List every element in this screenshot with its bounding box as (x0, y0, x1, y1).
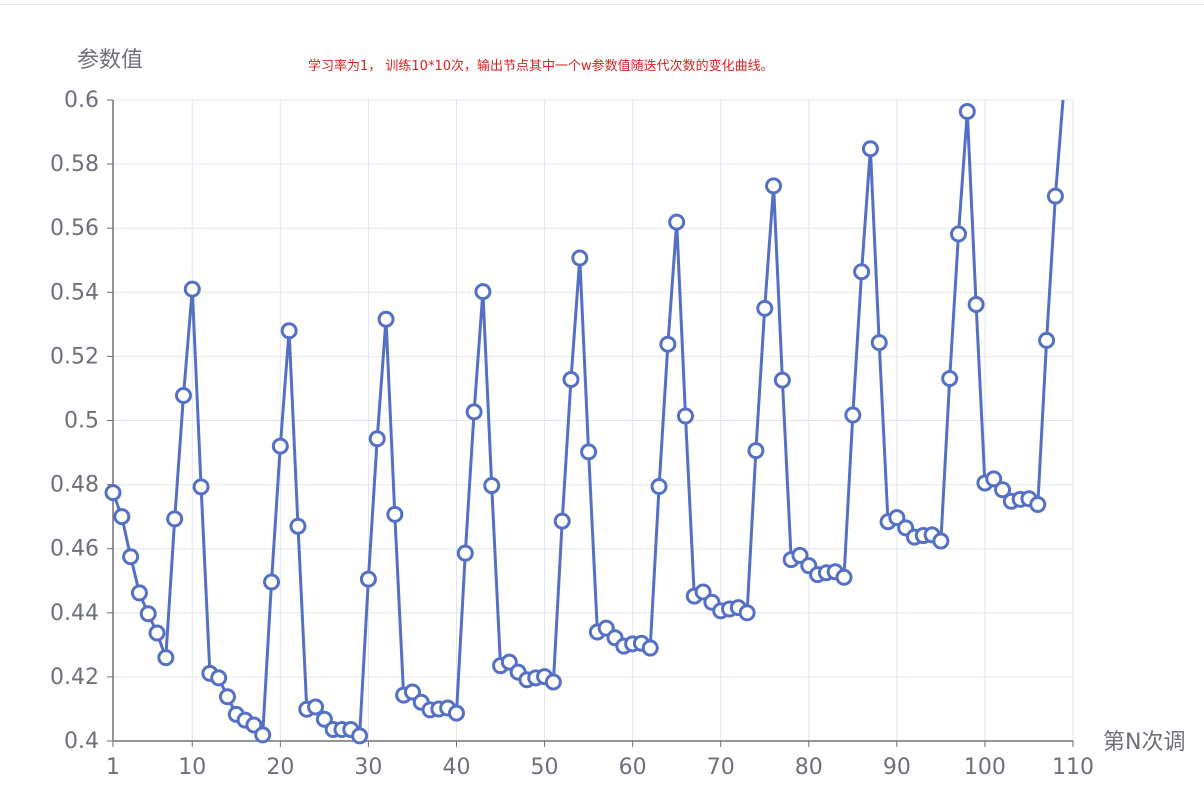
data-point (351, 727, 369, 745)
data-point (465, 403, 483, 421)
data-point (958, 103, 976, 121)
data-point (694, 583, 712, 601)
data-point (747, 442, 765, 460)
data-point (174, 387, 192, 405)
data-point (377, 310, 395, 328)
x-tick-label: 90 (883, 755, 911, 780)
data-point (932, 532, 950, 550)
data-point (307, 698, 325, 716)
data-point (280, 322, 298, 340)
data-point (888, 509, 906, 527)
data-point (985, 470, 1003, 488)
grid-lines (113, 99, 1074, 741)
data-point (844, 406, 862, 424)
y-tick-label: 0.52 (50, 344, 99, 369)
data-point (571, 249, 589, 267)
data-point (447, 704, 465, 722)
data-point (104, 484, 122, 502)
data-point (738, 604, 756, 622)
series-group (104, 100, 1065, 745)
y-tick-label: 0.58 (50, 152, 99, 177)
data-point (870, 334, 888, 352)
x-axis-label: 第N次调 (1103, 730, 1186, 755)
data-point (359, 570, 377, 588)
y-tick-label: 0.46 (50, 537, 99, 562)
x-tick-label: 60 (619, 755, 647, 780)
data-point (403, 683, 421, 701)
data-point (791, 546, 809, 564)
data-point (562, 370, 580, 388)
y-tick-label: 0.4 (64, 729, 99, 754)
y-tick-label: 0.44 (50, 601, 99, 626)
y-axis-label: 参数值 (77, 48, 144, 73)
data-point (765, 177, 783, 195)
x-tick-label: 80 (795, 755, 823, 780)
data-point (113, 508, 131, 526)
data-point (544, 673, 562, 691)
data-point (315, 710, 333, 728)
data-point (122, 548, 140, 566)
data-point (668, 213, 686, 231)
tick-labels: 0.4 0.42 0.44 0.46 0.48 0.5 0.52 0.54 0.56 0.58 0.… (50, 88, 1094, 780)
x-tick-label: 1 (106, 755, 120, 780)
y-tick-label: 0.5 (64, 409, 99, 434)
data-point (166, 510, 184, 528)
data-point (263, 573, 281, 591)
x-tick-label: 70 (707, 755, 735, 780)
data-point (1029, 495, 1047, 513)
x-tick-label: 100 (964, 755, 1006, 780)
axes (107, 99, 1074, 747)
x-tick-label: 20 (266, 755, 294, 780)
data-point (994, 481, 1012, 499)
chart-subtitle: 学习率为1， 训练10*10次，输出节点其中一个w参数值随迭代次数的变化曲线。 (308, 59, 774, 74)
series-line (113, 110, 1057, 738)
y-tick-label: 0.56 (50, 216, 99, 241)
x-tick-label: 10 (178, 755, 206, 780)
data-point (210, 669, 228, 687)
series-clip (113, 100, 1065, 738)
y-tick-label: 0.6 (64, 88, 99, 113)
data-point (756, 299, 774, 317)
data-point (130, 584, 148, 602)
data-point (139, 605, 157, 623)
data-point (676, 407, 694, 425)
data-point (861, 140, 879, 158)
data-point (967, 295, 985, 313)
data-point (950, 225, 968, 243)
data-point (641, 639, 659, 657)
data-point (271, 437, 289, 455)
data-point (183, 280, 201, 298)
data-point (941, 370, 959, 388)
data-point (218, 688, 236, 706)
data-point (553, 512, 571, 530)
series-line-tail (1053, 100, 1065, 197)
data-point (368, 430, 386, 448)
data-point (580, 443, 598, 461)
y-tick-label: 0.42 (50, 665, 99, 690)
data-point (474, 283, 492, 301)
data-point (148, 624, 166, 642)
data-point (456, 544, 474, 562)
x-tick-label: 30 (354, 755, 382, 780)
x-tick-label: 50 (531, 755, 559, 780)
data-point (386, 505, 404, 523)
top-divider (0, 0, 1204, 5)
x-tick-label: 40 (442, 755, 470, 780)
data-point (157, 649, 175, 667)
data-point (650, 478, 668, 496)
data-point (659, 335, 677, 353)
data-point (192, 478, 210, 496)
y-tick-label: 0.54 (50, 280, 99, 305)
data-point (1038, 331, 1056, 349)
data-point (483, 477, 501, 495)
data-point (289, 517, 307, 535)
data-point (254, 726, 272, 744)
data-point (1046, 187, 1064, 205)
data-point (853, 263, 871, 281)
data-point (835, 568, 853, 586)
data-point (773, 371, 791, 389)
y-tick-label: 0.48 (50, 473, 99, 498)
x-tick-label: 110 (1052, 755, 1094, 780)
